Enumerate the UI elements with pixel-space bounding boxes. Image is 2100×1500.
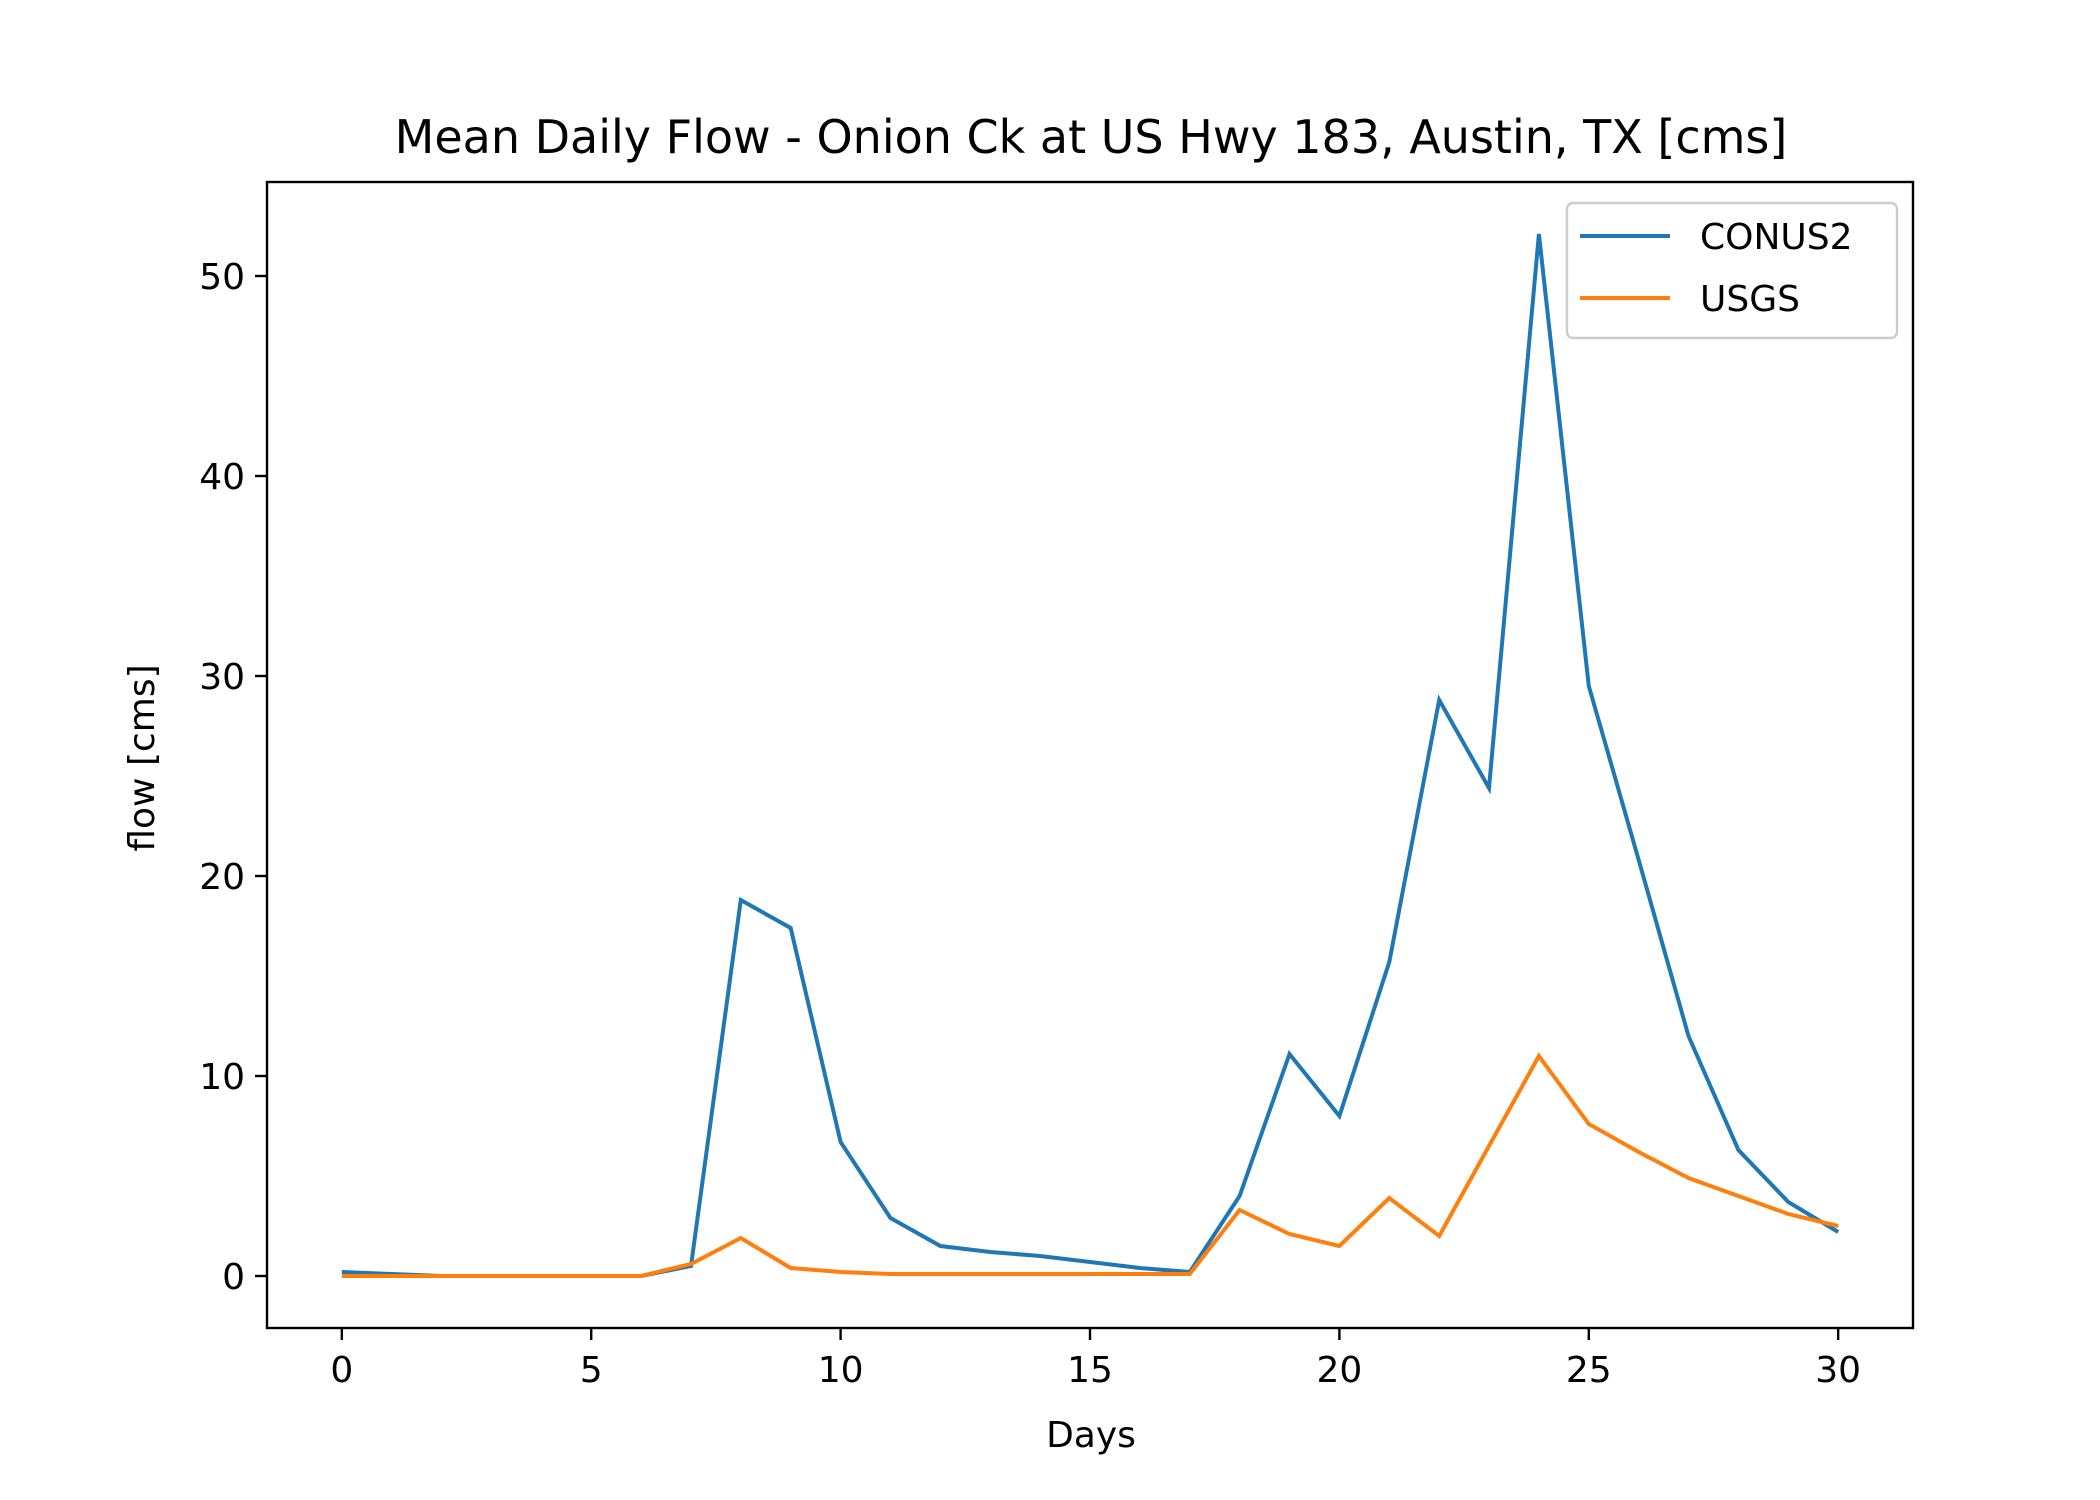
y-tick-label: 50 xyxy=(199,257,245,298)
x-tick-label: 10 xyxy=(818,1350,864,1391)
chart-title: Mean Daily Flow - Onion Ck at US Hwy 183… xyxy=(395,110,1788,164)
series-group xyxy=(341,233,1840,1278)
x-tick-label: 20 xyxy=(1316,1350,1362,1391)
x-tick-label: 15 xyxy=(1067,1350,1113,1391)
y-tick-label: 20 xyxy=(199,857,245,898)
x-tick-label: 30 xyxy=(1815,1350,1861,1391)
y-tick-label: 0 xyxy=(222,1257,245,1298)
x-axis-ticks: 0 5 10 15 20 25 30 xyxy=(330,1328,1861,1391)
y-tick-label: 40 xyxy=(199,457,245,498)
x-tick-label: 5 xyxy=(580,1350,603,1391)
plot-frame xyxy=(265,180,1915,1330)
y-axis-label: flow [cms] xyxy=(122,664,163,851)
x-axis-label: Days xyxy=(1046,1415,1136,1456)
x-tick-label: 25 xyxy=(1566,1350,1612,1391)
x-tick-label: 0 xyxy=(330,1350,353,1391)
legend-label-conus2: CONUS2 xyxy=(1700,217,1853,258)
series-line-conus2 xyxy=(341,233,1840,1278)
y-tick-label: 10 xyxy=(199,1057,245,1098)
legend-label-usgs: USGS xyxy=(1700,279,1800,320)
y-axis-ticks: 0 10 20 30 40 50 xyxy=(199,257,267,1298)
y-tick-label: 30 xyxy=(199,657,245,698)
series-line-usgs xyxy=(341,1052,1839,1278)
legend: CONUS2 USGS xyxy=(1565,201,1899,340)
